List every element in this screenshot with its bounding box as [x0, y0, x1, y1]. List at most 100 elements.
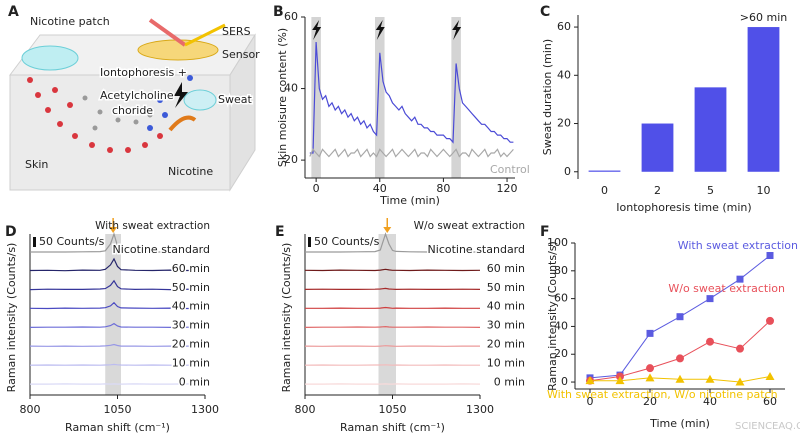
series-label: Nicotine standard [113, 243, 210, 256]
y-tick-label: 0 [564, 165, 571, 178]
y-axis-label: Raman intensity (Counts/s) [5, 243, 18, 393]
series-label: 0 min [494, 375, 525, 388]
panel-label: A [8, 4, 19, 20]
peak-arrowhead [109, 227, 118, 233]
series-label: 0 min [179, 375, 210, 388]
series-label: Control [490, 163, 530, 176]
scale-bar-label: 50 Counts/s [314, 235, 380, 248]
series-line [309, 148, 514, 158]
spectrum [30, 232, 205, 253]
scale-bar [33, 237, 36, 247]
x-axis-label: Raman shift (cm⁻¹) [340, 421, 445, 434]
scale-bar [308, 237, 311, 247]
series-label: 60 min [487, 262, 525, 275]
y-tick-label: 40 [557, 68, 571, 81]
label: choride [112, 104, 153, 117]
x-axis-label: Raman shift (cm⁻¹) [65, 421, 170, 434]
spectrum [304, 287, 481, 291]
y-tick-label: 60 [557, 20, 571, 33]
label: Acetylcholine [100, 89, 174, 102]
spectrum [305, 306, 480, 309]
x-tick-label: 5 [707, 184, 714, 197]
y-tick-label: 20 [557, 117, 571, 130]
marker [675, 374, 685, 383]
panel-label: F [540, 224, 550, 240]
series-label: W/o sweat extraction [668, 282, 785, 295]
y-axis-label: Skin moisure content (%) [276, 28, 289, 167]
y-tick-label: 0 [561, 375, 568, 388]
y-tick-label: 20 [284, 153, 298, 166]
y-tick-label: 80 [554, 264, 568, 277]
chart-title: W/o sweat extraction [414, 220, 525, 232]
stimulus-icon [312, 20, 322, 40]
series-label: 10 min [172, 356, 210, 369]
laser [148, 18, 187, 47]
sensor [137, 39, 219, 61]
panel-label: B [273, 4, 284, 20]
marker [676, 354, 684, 363]
spectrum [304, 345, 480, 347]
x-tick-label: 80 [436, 182, 450, 195]
y-tick-label: 60 [554, 292, 568, 305]
label: Iontophoresis + [100, 66, 187, 79]
x-axis-label: Time (min) [649, 417, 710, 430]
marker [766, 252, 774, 260]
spectrum [29, 301, 206, 310]
marker [736, 344, 744, 353]
x-tick-label: 1300 [466, 403, 494, 416]
x-tick-label: 1050 [379, 403, 407, 416]
spectrum [305, 232, 480, 253]
y-tick-label: 20 [554, 347, 568, 360]
marker [705, 374, 715, 383]
series-label: 30 min [172, 319, 210, 332]
series-label: Nicotine standard [428, 243, 525, 256]
bar [694, 87, 727, 172]
marker [676, 313, 684, 321]
x-tick-label: 800 [20, 403, 41, 416]
shaded-region [375, 17, 385, 178]
chart-title: With sweat extraction [95, 220, 210, 232]
x-tick-label: 0 [313, 182, 320, 195]
x-tick-label: 10 [757, 184, 771, 197]
shaded-region [378, 234, 396, 395]
annotation: >60 min [740, 11, 787, 24]
y-tick-label: 100 [547, 236, 568, 249]
series-label: 40 min [172, 300, 210, 313]
x-tick-label: 800 [295, 403, 316, 416]
series-label: 20 min [172, 338, 210, 351]
y-axis-label: Sweat duration (min) [541, 39, 554, 155]
y-axis-label: Raman intensity (Counts/s) [280, 243, 293, 393]
x-tick-label: 60 [763, 395, 777, 408]
spectrum [29, 257, 206, 272]
spectrum [304, 268, 481, 272]
nicotine-dots [27, 77, 163, 153]
label: Sweat [218, 93, 252, 106]
x-axis-label: Time (min) [379, 194, 440, 207]
watermark: SCIENCEAQ.COM [735, 421, 800, 432]
marker [706, 337, 714, 346]
series-label: 30 min [487, 319, 525, 332]
scatter-beam [184, 23, 226, 47]
spectrum [304, 325, 481, 328]
bar [747, 27, 780, 172]
x-tick-label: 0 [601, 184, 608, 197]
marker [646, 364, 654, 373]
stimulus-icon [375, 20, 385, 40]
bar [641, 123, 674, 172]
series-label: 60 min [172, 262, 210, 275]
x-tick-label: 40 [373, 182, 387, 195]
marker [766, 316, 774, 325]
series-label: With sweat extraction [678, 239, 798, 252]
panel-label: C [540, 4, 550, 20]
series-label: 50 min [172, 281, 210, 294]
label: Skin [25, 158, 48, 171]
marker [706, 295, 714, 303]
x-tick-label: 1300 [191, 403, 219, 416]
stimulus-icon [174, 82, 188, 108]
sweat-gland [183, 89, 217, 111]
x-axis-label: Iontophoresis time (min) [616, 201, 751, 214]
series-label: 10 min [487, 356, 525, 369]
flow-arrow [168, 115, 197, 132]
label: Nicotine patch [30, 15, 110, 28]
